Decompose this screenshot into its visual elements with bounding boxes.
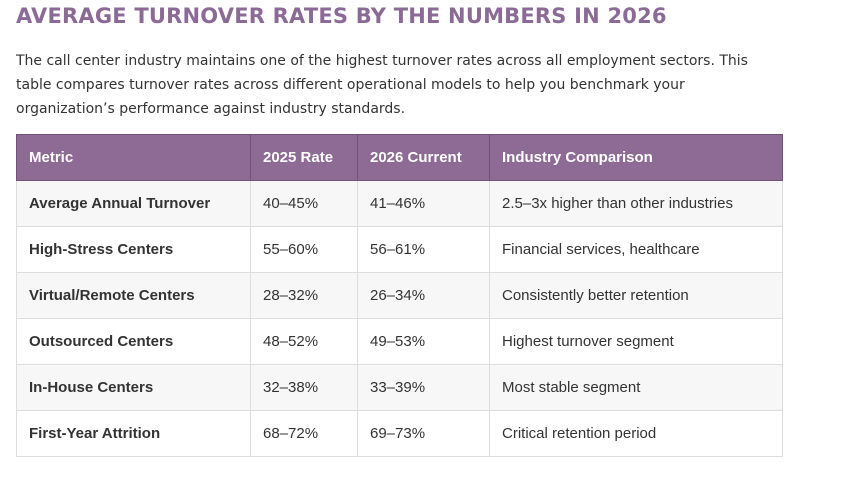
cell-industry-comparison: Most stable segment (489, 364, 783, 411)
cell-2026-current: 56–61% (357, 226, 490, 273)
cell-metric: Average Annual Turnover (16, 180, 251, 227)
cell-metric: High-Stress Centers (16, 226, 251, 273)
cell-metric: In-House Centers (16, 364, 251, 411)
header-industry-comparison: Industry Comparison (489, 134, 783, 181)
header-2025-rate: 2025 Rate (250, 134, 358, 181)
table-row: Virtual/Remote Centers 28–32% 26–34% Con… (16, 272, 783, 319)
section-title: AVERAGE TURNOVER RATES BY THE NUMBERS IN… (16, 4, 667, 28)
cell-metric: Virtual/Remote Centers (16, 272, 251, 319)
cell-2025-rate: 68–72% (250, 410, 358, 457)
header-metric: Metric (16, 134, 251, 181)
intro-paragraph: The call center industry maintains one o… (16, 53, 748, 117)
table-row: In-House Centers 32–38% 33–39% Most stab… (16, 364, 783, 411)
cell-2025-rate: 32–38% (250, 364, 358, 411)
cell-2026-current: 33–39% (357, 364, 490, 411)
cell-2026-current: 41–46% (357, 180, 490, 227)
table-header: Metric 2025 Rate 2026 Current Industry C… (16, 134, 783, 181)
cell-2025-rate: 28–32% (250, 272, 358, 319)
cell-industry-comparison: Consistently better retention (489, 272, 783, 319)
cell-industry-comparison: Critical retention period (489, 410, 783, 457)
table-row: Outsourced Centers 48–52% 49–53% Highest… (16, 318, 783, 365)
header-2026-current: 2026 Current (357, 134, 490, 181)
cell-2026-current: 49–53% (357, 318, 490, 365)
cell-industry-comparison: Highest turnover segment (489, 318, 783, 365)
cell-2026-current: 69–73% (357, 410, 490, 457)
table-body: Average Annual Turnover 40–45% 41–46% 2.… (16, 180, 783, 457)
table-row: First-Year Attrition 68–72% 69–73% Criti… (16, 410, 783, 457)
cell-industry-comparison: Financial services, healthcare (489, 226, 783, 273)
cell-industry-comparison: 2.5–3x higher than other industries (489, 180, 783, 227)
table-row: Average Annual Turnover 40–45% 41–46% 2.… (16, 180, 783, 227)
cell-2025-rate: 48–52% (250, 318, 358, 365)
table-row: High-Stress Centers 55–60% 56–61% Financ… (16, 226, 783, 273)
table-header-row: Metric 2025 Rate 2026 Current Industry C… (16, 134, 783, 181)
cell-metric: First-Year Attrition (16, 410, 251, 457)
turnover-table-container: Metric 2025 Rate 2026 Current Industry C… (16, 134, 783, 457)
cell-2026-current: 26–34% (357, 272, 490, 319)
turnover-table: Metric 2025 Rate 2026 Current Industry C… (16, 134, 783, 457)
cell-2025-rate: 40–45% (250, 180, 358, 227)
cell-2025-rate: 55–60% (250, 226, 358, 273)
cell-metric: Outsourced Centers (16, 318, 251, 365)
